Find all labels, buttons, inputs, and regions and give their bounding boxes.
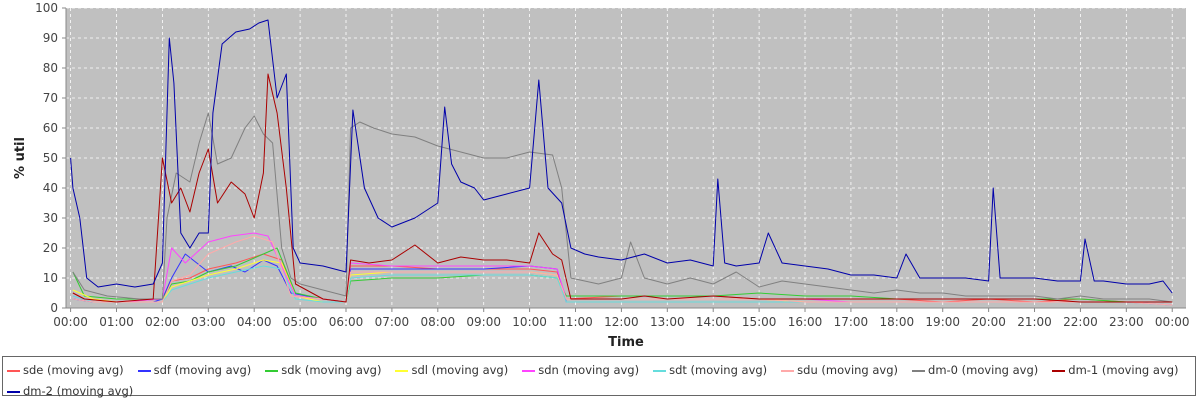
x-tick-label: 10:00: [512, 315, 547, 329]
legend-label: sdt (moving avg): [669, 363, 768, 377]
x-tick-label: 15:00: [742, 315, 777, 329]
legend-swatch: [7, 390, 20, 393]
legend-label: sdu (moving avg): [797, 363, 899, 377]
y-tick-label: 20: [43, 241, 58, 255]
legend-label: sde (moving avg): [23, 363, 124, 377]
legend-item: sdn (moving avg): [522, 361, 639, 380]
x-tick-label: 19:00: [925, 315, 960, 329]
x-tick-label: 00:00: [1155, 315, 1190, 329]
series-line-7: [72, 112, 1173, 303]
x-tick-label: 05:00: [283, 315, 318, 329]
legend-swatch: [653, 369, 667, 372]
utilization-chart: 0 10 20 30 40 50 60 70 80 90 100 00:00 01:00 02:00 03:…: [13, 1, 1190, 350]
legend-item: sdu (moving avg): [781, 361, 898, 380]
legend-swatch: [912, 369, 926, 372]
legend-label: dm-2 (moving avg): [23, 384, 134, 398]
chart-legend: sde (moving avg) sdf (moving avg) sdk (mov…: [2, 356, 1196, 398]
legend-swatch: [522, 369, 536, 372]
series-line-8: [72, 73, 1173, 303]
x-tick-label: 00:00: [53, 315, 88, 329]
x-tick-label: 22:00: [1063, 315, 1098, 329]
y-tick-label: 30: [43, 211, 58, 225]
y-tick-label: 40: [43, 181, 58, 195]
x-tick-label: 20:00: [971, 315, 1006, 329]
series-line-6: [72, 235, 1173, 306]
x-tick-label: 09:00: [466, 315, 501, 329]
y-tick-label: 90: [43, 31, 58, 45]
legend-swatch: [137, 369, 151, 372]
legend-item: sdl (moving avg): [395, 361, 508, 380]
legend-label: sdn (moving avg): [538, 363, 640, 377]
legend-swatch: [781, 369, 795, 372]
legend-label: dm-0 (moving avg): [928, 363, 1039, 377]
x-tick-label: 14:00: [696, 315, 731, 329]
x-tick-label: 23:00: [1109, 315, 1144, 329]
y-axis-title: % util: [13, 137, 28, 179]
x-tick-label: 03:00: [191, 315, 226, 329]
legend-item: sdt (moving avg): [653, 361, 767, 380]
series-lines: [70, 19, 1173, 306]
legend-item: dm-2 (moving avg): [7, 382, 133, 401]
x-tick-label: 11:00: [558, 315, 593, 329]
x-axis-title: Time: [608, 335, 644, 350]
x-tick-label: 01:00: [99, 315, 134, 329]
x-tick-label: 13:00: [650, 315, 685, 329]
legend-swatch: [395, 369, 409, 372]
x-tick-label: 07:00: [375, 315, 410, 329]
legend-swatch: [1052, 369, 1066, 372]
legend-label: dm-1 (moving avg): [1068, 363, 1179, 377]
legend-swatch: [7, 369, 20, 372]
legend-item: dm-0 (moving avg): [912, 361, 1038, 380]
y-tick-label: 100: [35, 1, 58, 15]
y-tick-label: 80: [43, 61, 58, 75]
legend-label: sdk (moving avg): [281, 363, 382, 377]
y-tick-label: 50: [43, 151, 58, 165]
legend-item: dm-1 (moving avg): [1052, 361, 1179, 380]
x-tick-label: 04:00: [237, 315, 272, 329]
y-tick-label: 60: [43, 121, 58, 135]
legend-item: sde (moving avg): [7, 361, 124, 380]
legend-item: sdf (moving avg): [137, 361, 252, 380]
x-tick-label: 12:00: [604, 315, 639, 329]
x-tick-label: 18:00: [880, 315, 915, 329]
legend-swatch: [265, 369, 279, 372]
axes: 0 10 20 30 40 50 60 70 80 90 100 00:00 01:00 02:00 03:…: [35, 1, 1189, 329]
legend-label: sdl (moving avg): [411, 363, 509, 377]
y-tick-label: 0: [50, 301, 58, 315]
x-tick-label: 08:00: [421, 315, 456, 329]
legend-label: sdf (moving avg): [153, 363, 252, 377]
series-line-9: [70, 19, 1173, 294]
y-tick-label: 10: [43, 271, 58, 285]
x-tick-label: 02:00: [145, 315, 180, 329]
x-tick-label: 21:00: [1017, 315, 1052, 329]
x-tick-label: 17:00: [834, 315, 869, 329]
x-tick-label: 16:00: [788, 315, 823, 329]
y-tick-label: 70: [43, 91, 58, 105]
legend-item: sdk (moving avg): [265, 361, 381, 380]
gridlines: [66, 7, 1186, 309]
x-tick-label: 06:00: [329, 315, 364, 329]
